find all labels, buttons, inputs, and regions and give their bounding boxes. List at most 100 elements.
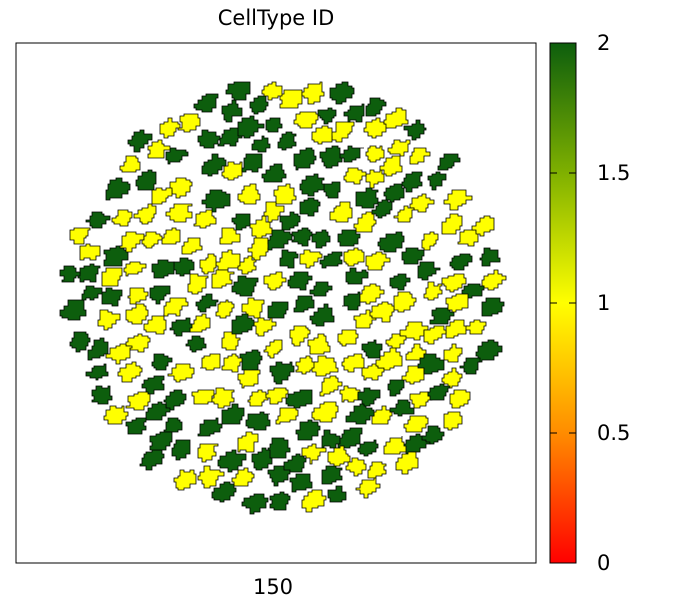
cell-type-1 [375, 347, 403, 371]
cell-type-1 [119, 155, 141, 173]
cell-type-1 [289, 325, 311, 347]
cell-type-1 [445, 293, 469, 313]
cell-type-1 [231, 467, 255, 487]
cell-type-1 [173, 469, 197, 491]
cell-type-1 [165, 203, 193, 223]
cell-type-2 [417, 261, 441, 281]
cell-type-2 [269, 361, 295, 385]
cell-type-1 [327, 445, 351, 467]
cell-type-2 [421, 425, 445, 445]
cell-type-1 [105, 343, 133, 365]
cell-type-1 [265, 387, 289, 405]
cell-type-1 [301, 489, 327, 513]
colorbar-ticks [550, 42, 576, 564]
cell-type-1 [443, 411, 463, 431]
cell-type-2 [251, 135, 271, 153]
cell-type-1 [97, 309, 121, 331]
cell-type-1 [163, 297, 189, 317]
cell-type-2 [285, 389, 313, 409]
cell-type-2 [151, 353, 173, 371]
cell-type-2 [245, 411, 271, 431]
cell-type-1 [311, 355, 339, 377]
cell-type-1 [311, 125, 333, 145]
cell-type-1 [191, 389, 215, 405]
cell-type-1 [383, 436, 407, 455]
cell-type-2 [279, 249, 299, 269]
cell-type-2 [211, 481, 237, 503]
cell-type-1 [337, 329, 359, 347]
cell-type-2 [231, 313, 255, 335]
cell-type-1 [345, 457, 367, 477]
cell-type-2 [265, 117, 283, 133]
cell-type-2 [357, 387, 381, 407]
cell-type-2 [195, 293, 219, 313]
cell-type-2 [383, 183, 405, 203]
cell-type-2 [339, 145, 364, 163]
cell-type-2 [163, 417, 183, 433]
cell-type-2 [337, 229, 361, 247]
cell-type-2 [437, 153, 461, 171]
cell-type-1 [441, 213, 463, 235]
cell-type-2 [417, 353, 445, 375]
cell-type-2 [329, 81, 355, 105]
cell-type-1 [189, 313, 211, 333]
cell-type-2 [163, 389, 187, 411]
cell-type-2 [269, 491, 291, 511]
cell-type-2 [201, 189, 231, 213]
cell-type-2 [237, 115, 265, 139]
cell-type-2 [59, 265, 81, 283]
cell-type-2 [85, 363, 109, 381]
cell-type-2 [241, 493, 269, 515]
cell-type-2 [389, 273, 411, 291]
colorbar-tick-label: 0 [597, 551, 611, 575]
cell-type-1 [199, 253, 217, 275]
cell-type-1 [311, 401, 339, 423]
cell-type-2 [277, 131, 297, 151]
cell-type-2 [225, 81, 251, 101]
cell-type-1 [221, 353, 243, 373]
cell-type-1 [301, 443, 327, 465]
cell-type-1 [181, 237, 203, 255]
cell-type-1 [363, 117, 389, 139]
cell-type-2 [371, 199, 393, 219]
cell-type-2 [141, 375, 165, 395]
cell-type-1 [261, 81, 283, 101]
cell-type-1 [409, 193, 435, 213]
cell-type-2 [197, 129, 221, 149]
cell-type-2 [201, 153, 227, 177]
cell-type-2 [241, 153, 263, 173]
cell-type-2 [293, 147, 317, 171]
cell-type-1 [341, 353, 365, 373]
cell-type-1 [369, 301, 395, 323]
cell-type-1 [365, 251, 391, 271]
cell-type-2 [221, 403, 245, 425]
cell-type-2 [267, 437, 291, 459]
cell-type-1 [379, 155, 403, 177]
cell-type-1 [161, 227, 181, 245]
cell-type-1 [449, 389, 471, 409]
cell-type-2 [427, 171, 447, 191]
cell-type-2 [449, 253, 473, 271]
cell-type-2 [267, 465, 291, 487]
cell-type-1 [367, 461, 387, 479]
cell-type-2 [279, 211, 301, 231]
colorbar-tick-label: 1.5 [597, 161, 631, 185]
colorbar-tick-label: 0.5 [597, 421, 631, 445]
cell-type-1 [221, 161, 243, 181]
cell-type-1 [101, 267, 123, 287]
cell-type-1 [423, 281, 443, 301]
cell-type-1 [393, 205, 415, 223]
cell-type-2 [231, 213, 251, 231]
cell-type-2 [459, 357, 481, 375]
cell-type-1 [421, 231, 439, 251]
cell-type-2 [295, 419, 321, 441]
cell-type-1 [159, 117, 181, 139]
cell-type-2 [169, 317, 193, 337]
cells-layer [59, 81, 507, 515]
cell-type-1 [237, 431, 259, 453]
cell-type-1 [329, 201, 353, 223]
cell-type-2 [293, 295, 315, 313]
cell-type-2 [105, 177, 131, 201]
cell-type-1 [263, 339, 283, 359]
cell-type-2 [261, 163, 287, 183]
